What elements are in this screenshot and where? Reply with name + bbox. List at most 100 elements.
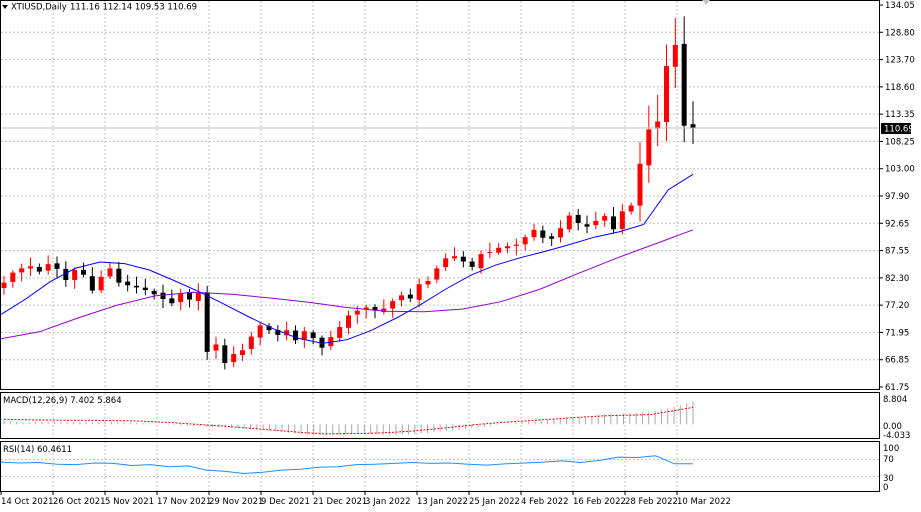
candle bbox=[540, 225, 546, 244]
time-tick-label: 3 Jan 2022 bbox=[365, 497, 411, 507]
time-tick-label: 10 Mar 2022 bbox=[677, 497, 731, 507]
candle bbox=[505, 242, 510, 254]
ma-slow-line bbox=[0, 229, 694, 340]
candle bbox=[646, 105, 652, 183]
rsi-panel-frame bbox=[0, 441, 880, 492]
candle bbox=[142, 278, 148, 296]
candle bbox=[496, 243, 502, 255]
candle bbox=[178, 288, 184, 311]
candle bbox=[213, 336, 219, 359]
macd-signal-line bbox=[3, 406, 694, 435]
price-tick-label: 108.25 bbox=[885, 137, 915, 147]
candle bbox=[54, 256, 60, 278]
time-tick-label: 26 Oct 2021 bbox=[53, 497, 106, 507]
candle bbox=[487, 242, 493, 258]
candle bbox=[602, 212, 608, 227]
candle bbox=[63, 261, 69, 287]
candle bbox=[549, 233, 555, 247]
candle bbox=[611, 207, 616, 234]
current-price-label: 110.69 bbox=[884, 125, 914, 135]
candle bbox=[125, 274, 131, 292]
price-tick-label: 66.85 bbox=[885, 356, 909, 366]
time-tick-label: 16 Feb 2022 bbox=[573, 497, 626, 507]
price-tick-label: 134.05 bbox=[885, 1, 915, 11]
current-price-marker bbox=[881, 123, 911, 134]
price-tick-label: 128.80 bbox=[885, 28, 915, 38]
candle bbox=[664, 44, 669, 141]
candle bbox=[346, 310, 351, 335]
candle bbox=[513, 238, 519, 256]
candle bbox=[460, 251, 466, 268]
time-tick-label: 25 Jan 2022 bbox=[469, 497, 520, 507]
macd-scale-zero: 0.00 bbox=[883, 422, 902, 432]
candle bbox=[434, 265, 440, 284]
candle bbox=[187, 288, 192, 308]
candle bbox=[628, 202, 634, 215]
time-axis: 14 Oct 2021 26 Oct 2021 5 Nov 2021 17 Nov 2… bbox=[0, 491, 731, 507]
macd-histogram bbox=[3, 401, 694, 436]
candle bbox=[266, 323, 272, 334]
symbol-label: XTIUSD,Daily bbox=[11, 3, 67, 13]
candle bbox=[558, 220, 563, 243]
candle bbox=[195, 283, 201, 311]
candle bbox=[381, 299, 387, 315]
candle bbox=[619, 203, 625, 235]
grid-lines bbox=[1, 1, 879, 491]
candle bbox=[425, 276, 431, 289]
candle bbox=[469, 257, 475, 271]
candle bbox=[575, 208, 581, 231]
candlestick-series bbox=[1, 16, 696, 370]
candle bbox=[372, 304, 378, 319]
candle bbox=[301, 327, 307, 349]
candle bbox=[10, 270, 16, 288]
rsi-line bbox=[0, 455, 693, 475]
candle bbox=[416, 278, 422, 308]
price-tick-label: 97.90 bbox=[885, 192, 909, 202]
candle bbox=[89, 267, 95, 294]
candle bbox=[407, 288, 413, 302]
candle bbox=[134, 276, 139, 294]
candle bbox=[204, 285, 210, 360]
candle bbox=[390, 298, 396, 318]
candle bbox=[257, 321, 263, 346]
candle bbox=[337, 321, 343, 343]
candle bbox=[240, 343, 245, 361]
candle bbox=[593, 211, 599, 230]
candle bbox=[36, 263, 42, 275]
candle bbox=[151, 288, 157, 300]
candle bbox=[222, 338, 228, 370]
price-tick-label: 123.70 bbox=[885, 56, 915, 66]
price-tick-label: 92.65 bbox=[885, 219, 909, 229]
macd-scale-max: 8.804 bbox=[883, 395, 907, 405]
candle bbox=[584, 215, 590, 234]
chart-shift-icon bbox=[702, 0, 710, 5]
candle bbox=[655, 94, 661, 147]
symbol-dropdown-icon[interactable] bbox=[2, 5, 8, 9]
candle bbox=[116, 261, 122, 287]
candle bbox=[231, 346, 237, 368]
candle bbox=[293, 325, 298, 344]
time-tick-label: 28 Feb 2022 bbox=[625, 497, 678, 507]
candle bbox=[399, 291, 404, 307]
candle bbox=[28, 257, 33, 276]
candle bbox=[531, 223, 537, 241]
macd-panel-frame bbox=[0, 392, 880, 439]
candle bbox=[169, 289, 175, 307]
candle bbox=[690, 101, 696, 144]
candle bbox=[81, 262, 86, 278]
price-tick-label: 71.95 bbox=[885, 328, 909, 338]
candle bbox=[284, 321, 290, 341]
candle bbox=[478, 250, 484, 274]
time-tick-label: 13 Jan 2022 bbox=[417, 497, 468, 507]
time-tick-label: 21 Dec 2021 bbox=[313, 497, 367, 507]
candle bbox=[443, 253, 449, 272]
candle bbox=[45, 255, 51, 275]
time-tick-label: 9 Dec 2021 bbox=[261, 497, 310, 507]
price-axis: 134.05 128.80 123.70 118.60 113.35 108.25 103.… bbox=[879, 1, 915, 393]
candle bbox=[275, 325, 281, 342]
candle bbox=[98, 270, 104, 293]
price-tick-label: 77.20 bbox=[885, 301, 909, 311]
price-tick-label: 118.60 bbox=[885, 83, 915, 93]
time-tick-label: 4 Feb 2022 bbox=[521, 497, 569, 507]
